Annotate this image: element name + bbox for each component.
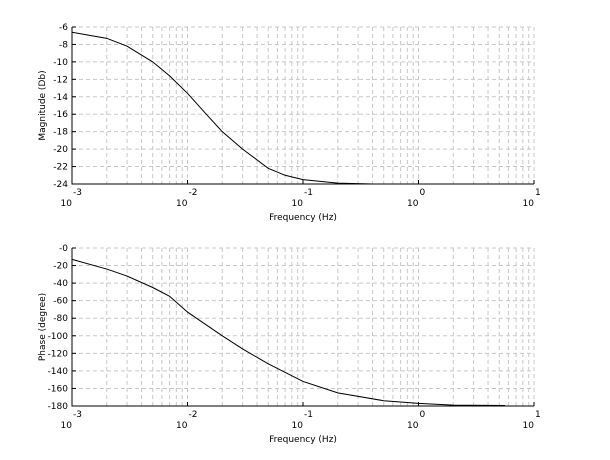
- x-tick-label: 10: [523, 199, 535, 209]
- y-tick-label: -14: [53, 93, 68, 103]
- x-tick-label: 10: [407, 199, 419, 209]
- y-tick-label: -20: [53, 262, 68, 272]
- line: [71, 258, 505, 407]
- y-tick-label: -40: [53, 279, 68, 289]
- y-tick-label: -12: [53, 75, 68, 85]
- x-tick-label: 10: [292, 421, 304, 431]
- x-tick-label: 10: [407, 421, 419, 431]
- y-tick-label: -0: [59, 244, 68, 254]
- x-tick-exponent: 1: [535, 410, 541, 420]
- y-tick-label: -6: [59, 23, 68, 33]
- x-tick-exponent: -2: [189, 410, 198, 420]
- x-tick-exponent: 0: [420, 188, 426, 198]
- y-tick-label: -18: [53, 128, 68, 138]
- y-tick-label: -140: [48, 367, 69, 377]
- x-tick-label: 10: [176, 421, 188, 431]
- x-tick-exponent: 1: [535, 188, 541, 198]
- y-tick-label: -180: [48, 402, 69, 412]
- x-axis-label: Frequency (Hz): [269, 213, 337, 223]
- line: [71, 31, 373, 185]
- x-tick-label: 10: [176, 199, 188, 209]
- axis-frame: [71, 27, 534, 185]
- x-tick-exponent: -1: [304, 410, 313, 420]
- x-tick-exponent: 0: [420, 410, 426, 420]
- x-tick-exponent: -3: [73, 188, 82, 198]
- x-tick-label: 10: [292, 199, 304, 209]
- x-tick-exponent: -2: [189, 188, 198, 198]
- y-tick-label: -120: [48, 349, 69, 359]
- y-tick-label: -60: [53, 297, 68, 307]
- x-tick-label: 10: [61, 421, 73, 431]
- axis-frame: [71, 248, 534, 407]
- y-tick-label: -100: [48, 332, 69, 342]
- y-tick-label: -8: [59, 40, 68, 50]
- y-tick-label: -20: [53, 145, 68, 155]
- y-tick-label: -16: [53, 110, 68, 120]
- x-tick-exponent: -3: [73, 410, 82, 420]
- x-tick-exponent: -1: [304, 188, 313, 198]
- y-tick-label: -80: [53, 314, 68, 324]
- y-axis-label: Magnitude (Db): [38, 70, 48, 140]
- y-tick-label: -160: [48, 384, 69, 394]
- x-tick-label: 10: [523, 421, 535, 431]
- x-tick-label: 10: [61, 199, 73, 209]
- y-tick-label: -22: [53, 163, 68, 173]
- y-tick-label: -10: [53, 58, 68, 68]
- x-axis-label: Frequency (Hz): [269, 435, 337, 445]
- y-tick-label: -24: [53, 180, 68, 190]
- y-axis-label: Phase (degree): [38, 293, 48, 361]
